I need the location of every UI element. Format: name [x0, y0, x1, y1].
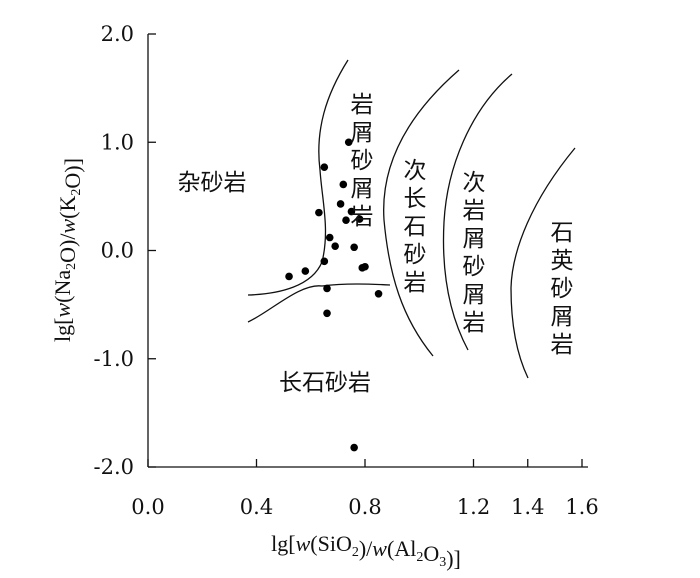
region-label: 杂砂岩 — [178, 170, 247, 196]
region-label: 石英砂屑岩 — [551, 220, 574, 358]
y-tick-label: 0.0 — [101, 239, 134, 263]
data-point — [331, 242, 339, 250]
data-point — [320, 163, 329, 171]
data-points — [285, 138, 383, 452]
data-point — [347, 207, 356, 216]
boundary-curves — [247, 59, 576, 379]
region-label: 次长石砂岩 — [404, 158, 427, 296]
data-point — [325, 233, 334, 242]
data-point — [355, 215, 364, 223]
boundary-curve-arkose — [247, 283, 391, 323]
axes — [147, 33, 588, 468]
x-tick-label: 0.0 — [131, 495, 164, 519]
data-point — [344, 138, 353, 147]
data-point — [350, 443, 358, 452]
region-label: 次岩屑砂屑岩 — [463, 170, 486, 336]
y-tick-label: 2.0 — [101, 22, 134, 46]
data-point — [339, 180, 348, 189]
x-tick-label: 1.4 — [511, 495, 544, 519]
y-tick-label: 1.0 — [101, 130, 134, 154]
axis-titles: lg[w(SiO2)/w(Al2O3)] lg[w(Na2O)/w(K2O)] — [50, 158, 461, 571]
boundary-curve-lithic — [383, 69, 460, 357]
region-label: 长石砂岩 — [279, 370, 371, 396]
x-axis-title: lg[w(SiO2)/w(Al2O3)] — [271, 531, 461, 571]
data-point — [320, 257, 329, 266]
y-tick-label: -2.0 — [94, 455, 135, 479]
boundary-curve-quartz — [510, 147, 576, 379]
y-axis-title: lg[w(Na2O)/w(K2O)] — [50, 158, 85, 342]
data-point — [361, 262, 369, 271]
data-point — [315, 208, 323, 217]
x-tick-label: 1.6 — [565, 495, 598, 519]
boundary-curve-greywacke — [247, 59, 349, 296]
data-point — [374, 290, 383, 298]
y-tick-labels: 2.0 1.0 0.0 -1.0 -2.0 — [94, 22, 135, 479]
data-point — [350, 243, 358, 252]
x-tick-labels: 0.0 0.4 0.8 1.2 1.4 1.6 — [131, 495, 598, 519]
data-point — [342, 216, 350, 224]
data-point — [301, 267, 310, 275]
data-point — [336, 200, 345, 208]
y-tick-label: -1.0 — [94, 347, 135, 371]
region-label: 岩屑砂屑岩 — [351, 92, 374, 230]
data-point — [285, 272, 293, 281]
data-point — [323, 284, 331, 293]
data-point — [323, 309, 331, 318]
x-tick-label: 0.8 — [348, 495, 381, 519]
x-tick-label: 0.4 — [240, 495, 273, 519]
boundary-curve-sublitharenite — [442, 73, 513, 351]
x-tick-label: 1.2 — [457, 495, 490, 519]
